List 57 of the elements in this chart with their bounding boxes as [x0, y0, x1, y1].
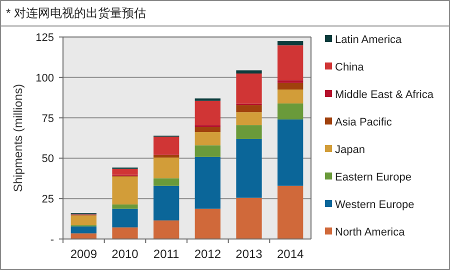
bar [154, 178, 180, 186]
legend-label: China [335, 62, 365, 74]
bar [112, 208, 138, 228]
bar [278, 90, 304, 104]
y-tick-label: 75 [42, 112, 54, 125]
bar [278, 41, 304, 46]
y-tick-label: 50 [42, 153, 54, 166]
bar [194, 208, 220, 239]
bar [154, 158, 180, 178]
bar [278, 80, 304, 83]
bar [112, 168, 138, 175]
bar [278, 82, 304, 90]
chart-title: * 对连网电视的出货量预估 [6, 6, 146, 20]
legend-label: Eastern Europe [335, 172, 412, 184]
bar [112, 227, 138, 239]
bar [278, 186, 304, 239]
bar [278, 119, 304, 186]
bar [112, 176, 138, 204]
bar [112, 204, 138, 209]
x-tick-label: 2014 [276, 247, 304, 261]
bar [236, 138, 262, 198]
x-tick-label: 2010 [112, 247, 139, 261]
bar [154, 220, 180, 239]
legend-label: Middle East & Africa [335, 89, 434, 101]
bar [194, 145, 220, 157]
y-tick-label: 100 [36, 72, 54, 84]
bar [154, 186, 180, 220]
bar [70, 215, 96, 226]
x-tick-label: 2013 [236, 247, 263, 261]
legend-label: Asia Pacific [335, 116, 392, 128]
bar [194, 100, 220, 126]
bar [70, 226, 96, 234]
legend-label: North America [335, 226, 406, 238]
bar [194, 132, 220, 146]
y-tick-label: 125 [36, 32, 54, 44]
x-tick-label: 2012 [194, 247, 222, 261]
bar [236, 112, 262, 126]
legend-label: Japan [335, 144, 365, 156]
bar [154, 136, 180, 155]
bar [236, 125, 262, 139]
bar [236, 74, 262, 104]
y-tick-label: - [50, 234, 54, 246]
bar [236, 198, 262, 239]
bar [278, 45, 304, 80]
bar [194, 98, 220, 101]
x-tick-label: 2009 [70, 247, 98, 261]
bar [194, 156, 220, 209]
bar [236, 105, 262, 112]
bar [278, 103, 304, 120]
bar [154, 154, 180, 158]
y-tick-label: 25 [42, 194, 54, 206]
legend-label: Western Europe [335, 199, 414, 211]
x-tick-label: 2011 [153, 247, 180, 261]
legend-label: Latin America [335, 34, 403, 46]
bar [194, 127, 220, 132]
bar [236, 70, 262, 74]
y-axis-title: Shipments (millions) [11, 84, 25, 192]
